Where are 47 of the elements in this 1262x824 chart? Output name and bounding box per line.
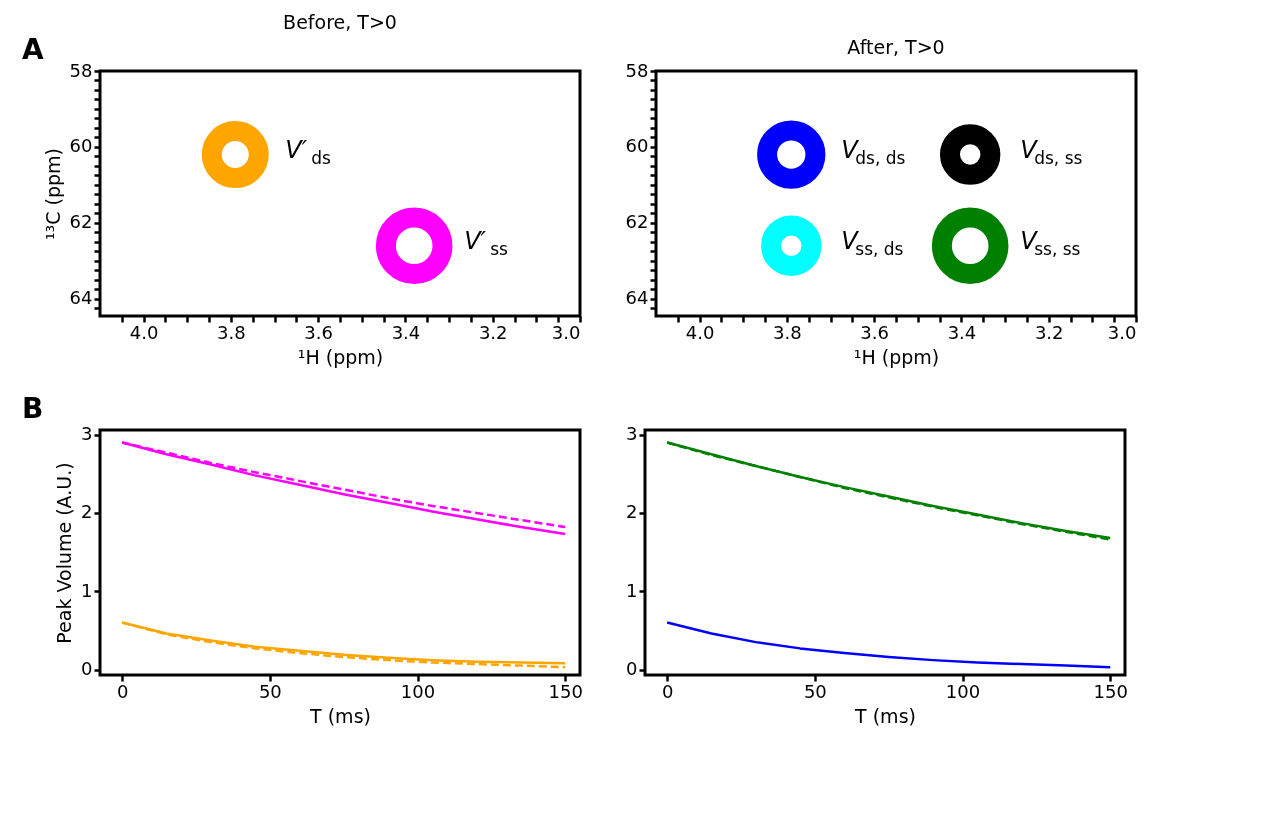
chart-title: Before, T>0 <box>283 11 397 33</box>
y-tick-label: 2 <box>626 501 638 523</box>
y-tick-label: 58 <box>69 59 93 81</box>
x-tick-label: 3.0 <box>1107 321 1137 343</box>
x-tick-label: 50 <box>258 680 282 702</box>
x-axis-title: T (ms) <box>309 704 371 727</box>
x-tick-label: 3.4 <box>391 321 421 343</box>
y-axis-title: Peak Volume (A.U.) <box>53 462 76 644</box>
y-tick-label: 0 <box>81 658 93 680</box>
y-tick-label: 60 <box>625 135 649 157</box>
y-tick-label: 60 <box>69 135 93 157</box>
x-axis-title: T (ms) <box>854 704 916 727</box>
x-tick-label: 3.0 <box>551 321 581 343</box>
y-tick-label: 64 <box>625 287 649 309</box>
text: B <box>22 392 44 425</box>
x-axis-title: ¹H (ppm) <box>853 345 940 368</box>
x-tick-label: 3.6 <box>304 321 333 343</box>
x-tick-label: 100 <box>400 680 436 702</box>
y-tick-label: 64 <box>69 287 93 309</box>
x-tick-label: 0 <box>116 680 129 702</box>
x-tick-label: 3.2 <box>478 321 508 343</box>
x-tick-label: 150 <box>1093 680 1128 702</box>
x-tick-label: 3.8 <box>217 321 246 343</box>
x-tick-label: 3.6 <box>860 321 889 343</box>
line-series <box>665 621 1112 669</box>
y-tick-label: 62 <box>625 211 649 233</box>
y-axis-title: ¹³C (ppm) <box>41 148 64 240</box>
x-tick-label: 3.4 <box>947 321 977 343</box>
y-tick-label: 1 <box>81 579 93 601</box>
x-tick-label: 3.8 <box>773 321 802 343</box>
x-axis-title: ¹H (ppm) <box>297 345 384 368</box>
y-tick-label: 0 <box>626 658 638 680</box>
y-tick-label: 1 <box>626 579 638 601</box>
y-tick-label: 58 <box>625 59 649 81</box>
text: A <box>22 33 44 66</box>
y-tick-label: 3 <box>626 423 638 445</box>
x-tick-label: 0 <box>661 680 674 702</box>
x-tick-label: 4.0 <box>129 321 159 343</box>
x-tick-label: 100 <box>945 680 981 702</box>
y-tick-label: 62 <box>69 211 93 233</box>
x-tick-label: 3.2 <box>1034 321 1064 343</box>
y-tick-label: 2 <box>81 501 93 523</box>
chart-title: After, T>0 <box>847 36 945 58</box>
x-tick-label: 50 <box>803 680 827 702</box>
x-tick-label: 4.0 <box>685 321 715 343</box>
y-tick-label: 3 <box>81 423 93 445</box>
x-tick-label: 150 <box>548 680 583 702</box>
